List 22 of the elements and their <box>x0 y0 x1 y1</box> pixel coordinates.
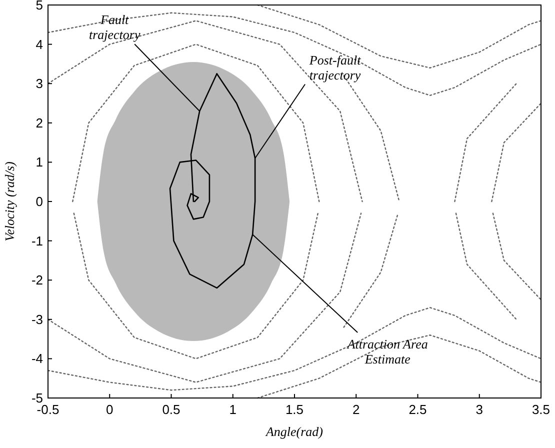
x-tick-label: 0.5 <box>162 402 180 417</box>
y-tick-label: -4 <box>31 351 43 366</box>
y-tick-label: 4 <box>36 36 43 52</box>
annotation: Fault trajectory <box>88 12 140 42</box>
y-tick-label: 1 <box>36 154 43 170</box>
y-tick-label: 2 <box>36 115 43 130</box>
x-tick-label: 3.5 <box>532 402 550 417</box>
y-tick-label: -3 <box>31 312 43 327</box>
x-tick-label: 1 <box>229 402 236 417</box>
y-tick-label: 3 <box>36 76 43 92</box>
x-tick-label: 3 <box>476 402 483 417</box>
x-tick-label: 1.5 <box>285 402 304 417</box>
y-tick-label: -1 <box>31 233 43 248</box>
x-tick-label: 2.5 <box>408 402 427 417</box>
y-axis-title: Velocity (rad/s) <box>2 162 17 242</box>
x-axis-title: Angle(rad) <box>264 424 324 439</box>
y-tick-label: 0 <box>36 194 43 209</box>
y-tick-label: 5 <box>36 0 43 12</box>
annotation: Post-fault trajectory <box>308 52 362 82</box>
y-tick-label: -2 <box>31 272 43 288</box>
x-tick-label: 2 <box>352 402 360 417</box>
x-tick-label: 0 <box>106 402 114 417</box>
